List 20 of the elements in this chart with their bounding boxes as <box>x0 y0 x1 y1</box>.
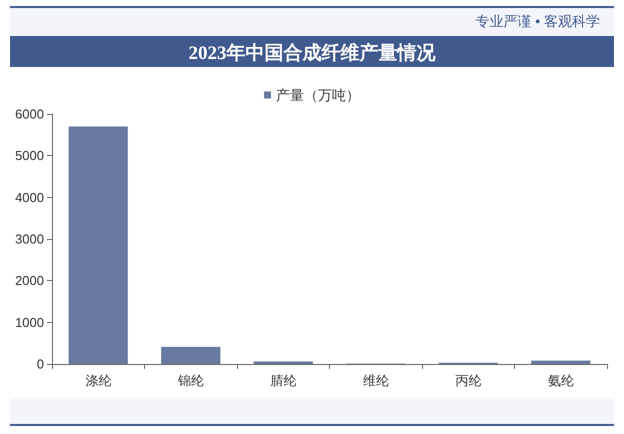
chart-title: 2023年中国合成纤维产量情况 <box>188 42 436 66</box>
bar <box>161 346 220 364</box>
x-tick-label: 锦纶 <box>176 373 204 388</box>
x-tick-label: 腈纶 <box>270 373 296 388</box>
x-tick-label: 氨纶 <box>548 373 574 388</box>
y-tick-label: 4000 <box>15 190 44 205</box>
legend-label: 产量（万吨） <box>276 87 360 103</box>
x-tick-label: 丙纶 <box>455 373 482 388</box>
header-strip: 专业严谨 • 客观科学 <box>10 8 614 36</box>
y-tick-label: 6000 <box>15 106 44 122</box>
y-tick-label: 5000 <box>15 148 44 164</box>
x-tick-label: 涤纶 <box>85 373 112 388</box>
y-tick-label: 3000 <box>15 232 44 246</box>
y-tick-label: 1000 <box>15 314 44 330</box>
bar <box>531 360 590 364</box>
y-tick-label: 2000 <box>15 273 44 288</box>
y-tick-label: 0 <box>36 356 44 372</box>
x-tick-label: 维纶 <box>362 373 389 388</box>
title-banner: 2023年中国合成纤维产量情况 <box>10 36 614 67</box>
bar <box>68 126 128 364</box>
